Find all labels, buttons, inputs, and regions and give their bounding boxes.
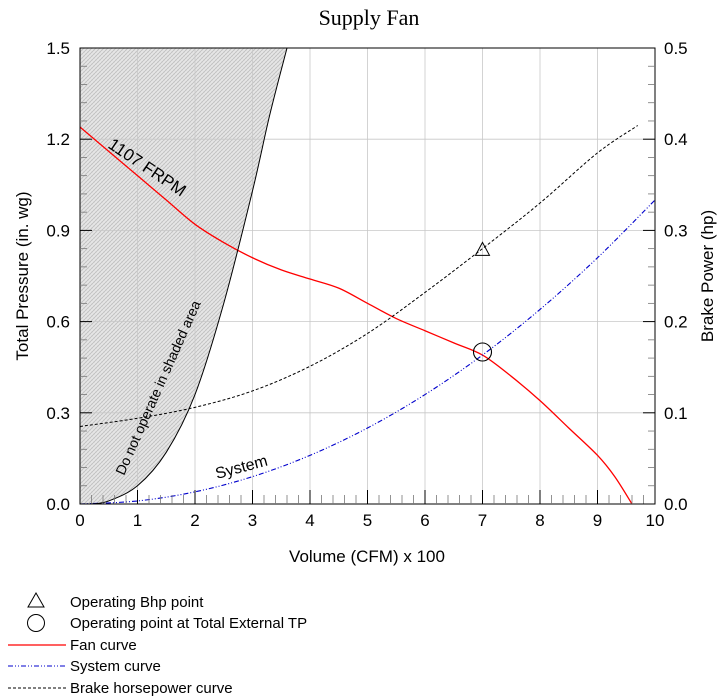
legend-label: Brake horsepower curve <box>70 680 233 697</box>
x-tick-label: 6 <box>420 511 429 530</box>
legend-label: Operating Bhp point <box>70 594 204 611</box>
x-axis-label: Volume (CFM) x 100 <box>289 547 445 566</box>
x-tick-label: 5 <box>363 511 372 530</box>
y-right-tick-label: 0.5 <box>664 39 688 58</box>
legend: Operating Bhp point Operating point at T… <box>8 591 307 697</box>
chart-title: Supply Fan <box>319 5 420 30</box>
legend-label: Operating point at Total External TP <box>70 615 307 632</box>
legend-label: System curve <box>70 658 161 675</box>
x-tick-label: 1 <box>133 511 142 530</box>
x-tick-label: 4 <box>305 511 314 530</box>
x-tick-label: 9 <box>593 511 602 530</box>
shaded-boundary-line <box>91 48 288 504</box>
y-right-tick-label: 0.4 <box>664 130 688 149</box>
y-right-tick-label: 0.1 <box>664 404 688 423</box>
legend-item-system-curve: System curve <box>8 658 161 675</box>
y-right-tick-label: 0.3 <box>664 221 688 240</box>
y-left-tick-label: 1.2 <box>46 130 70 149</box>
y-left-tick-label: 0.0 <box>46 495 70 514</box>
system-curve-line <box>80 199 655 504</box>
operating-tp-point <box>472 342 493 362</box>
circle-icon <box>27 614 45 632</box>
operating-bhp-point <box>474 241 491 256</box>
legend-item-bhp-curve: Brake horsepower curve <box>8 680 233 697</box>
legend-item-fan-curve: Fan curve <box>8 637 137 654</box>
system-annotation: System <box>214 453 270 483</box>
y-left-tick-label: 0.3 <box>46 404 70 423</box>
x-tick-label: 3 <box>248 511 257 530</box>
y-left-axis-label: Total Pressure (in. wg) <box>13 191 32 360</box>
x-tick-label: 8 <box>535 511 544 530</box>
x-tick-label: 2 <box>190 511 199 530</box>
y-left-tick-label: 1.5 <box>46 39 70 58</box>
y-right-tick-label: 0.2 <box>664 313 688 332</box>
series-lines <box>80 48 655 504</box>
fan-curve-line <box>80 126 633 504</box>
y-left-tick-label: 0.6 <box>46 313 70 332</box>
triangle-icon <box>27 591 45 608</box>
y-right-axis-label: Brake Power (hp) <box>698 210 717 342</box>
legend-item-bhp-point: Operating Bhp point <box>27 591 204 611</box>
legend-item-operating-point: Operating point at Total External TP <box>27 614 307 632</box>
operating-points <box>472 241 493 362</box>
x-tick-label: 0 <box>75 511 84 530</box>
x-tick-label: 10 <box>646 511 665 530</box>
legend-label: Fan curve <box>70 637 137 654</box>
y-right-tick-label: 0.0 <box>664 495 688 514</box>
bhp-curve-line <box>80 125 639 427</box>
axis-ticks: 0 1 2 3 4 5 6 7 8 9 100.00.30.60.91.21.50.00.10.20… <box>46 39 687 530</box>
shaded-area-fill <box>80 48 287 504</box>
x-tick-label: 7 <box>478 511 487 530</box>
shaded-region <box>80 48 287 504</box>
y-left-tick-label: 0.9 <box>46 221 70 240</box>
grid-lines <box>80 48 655 504</box>
